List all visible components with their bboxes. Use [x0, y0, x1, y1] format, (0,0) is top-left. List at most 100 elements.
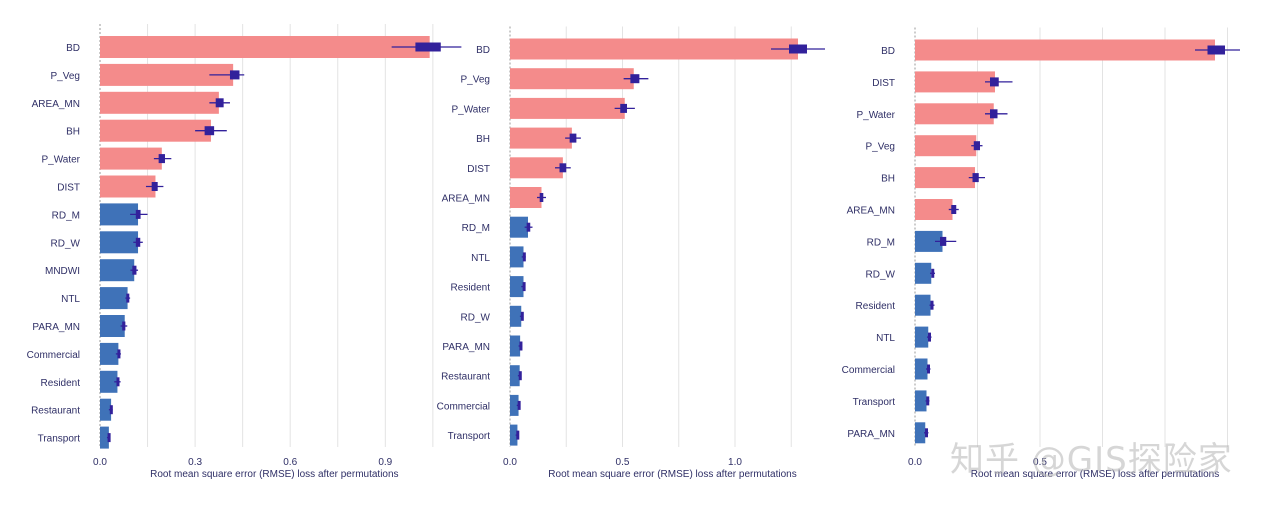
x-tick-label: 0.5 [1033, 457, 1047, 468]
error-box [518, 371, 522, 381]
x-axis-title: Root mean square error (RMSE) loss after… [548, 469, 796, 480]
bar-commercial [915, 358, 928, 380]
category-label: Restaurant [31, 406, 80, 417]
bar-bd [915, 39, 1215, 61]
error-box [539, 193, 544, 202]
error-box [522, 252, 526, 262]
category-label: Commercial [27, 350, 80, 361]
error-box [151, 182, 158, 191]
error-box [569, 133, 577, 143]
category-label: BD [66, 43, 80, 54]
category-label: PARA_MN [32, 322, 80, 333]
category-label: AREA_MN [847, 206, 895, 217]
error-box [135, 209, 141, 219]
error-box [526, 222, 531, 232]
category-label: P_Veg [51, 71, 80, 82]
bar-restaurant [100, 398, 112, 421]
bar-dist [915, 71, 995, 93]
error-box [930, 300, 934, 310]
category-label: NTL [471, 253, 490, 264]
bar-rd-m [510, 216, 528, 238]
category-label: Commercial [437, 401, 490, 412]
bar-ntl [100, 287, 128, 310]
x-tick-label: 1.0 [728, 457, 742, 468]
category-label: P_Veg [866, 142, 895, 153]
category-label: Transport [853, 397, 896, 408]
category-label: Commercial [842, 365, 895, 376]
category-label: RD_M [462, 223, 490, 234]
chart-panel-3: BD DIST P_Water P_Veg BH AREA_MN RD_M RD_W Resid… [842, 27, 1240, 480]
error-box [229, 70, 240, 80]
category-label: Resident [856, 301, 896, 312]
x-tick-label: 0.0 [93, 457, 107, 468]
error-box [925, 428, 928, 438]
bar-commercial [100, 342, 119, 365]
error-box [951, 205, 957, 214]
error-box [931, 268, 935, 278]
bar-rd-w [915, 262, 932, 284]
x-tick-label: 0.0 [908, 457, 922, 468]
bar-p-water [915, 103, 994, 125]
error-box [117, 349, 121, 359]
category-label: BD [476, 45, 490, 56]
bar-p-water [100, 147, 162, 170]
bar-ntl [915, 326, 929, 348]
bar-rd-m [100, 203, 139, 226]
error-box [928, 332, 931, 342]
bar-mndwi [100, 259, 135, 282]
bar-ntl [510, 246, 524, 268]
error-box [927, 364, 930, 374]
bar-p-veg [915, 135, 977, 157]
category-label: RD_M [867, 237, 895, 248]
category-label: RD_W [51, 238, 81, 249]
category-label: AREA_MN [32, 99, 80, 110]
category-label: MNDWI [45, 266, 80, 277]
error-box [520, 311, 524, 321]
bar-commercial [510, 394, 519, 416]
bar-p-water [510, 97, 625, 119]
bar-dist [100, 175, 156, 198]
category-label: Resident [451, 283, 491, 294]
chart-panel-2: BD P_Veg P_Water BH DIST AREA_MN RD_M NTL Reside… [437, 26, 825, 480]
x-axis-title: Root mean square error (RMSE) loss after… [150, 469, 398, 480]
error-box [415, 42, 441, 52]
error-box [204, 126, 215, 136]
bar-para-mn [510, 335, 521, 357]
error-box [215, 98, 224, 108]
error-box [517, 400, 521, 410]
error-box [990, 109, 998, 119]
error-box [973, 141, 980, 151]
error-box [158, 154, 165, 164]
bar-rd-w [100, 231, 139, 254]
category-label: RD_M [52, 210, 80, 221]
error-box [620, 103, 627, 113]
category-label: RD_W [866, 269, 896, 280]
bar-bd [510, 38, 798, 60]
bar-area-mn [915, 199, 953, 220]
error-box [516, 430, 520, 440]
bar-bh [510, 127, 572, 149]
category-label: BH [881, 174, 895, 185]
category-label: P_Water [451, 104, 490, 115]
watermark-text: 知乎 @GIS探险家 [950, 440, 1233, 480]
x-tick-label: 0.5 [616, 457, 630, 468]
bar-area-mn [100, 91, 219, 114]
category-label: BD [881, 46, 895, 57]
error-box [135, 237, 141, 247]
bar-para-mn [100, 315, 125, 337]
error-box [559, 163, 567, 173]
error-box [789, 44, 807, 54]
category-label: DIST [872, 78, 895, 89]
bar-rd-w [510, 305, 522, 327]
category-label: DIST [467, 164, 490, 175]
bar-transport [510, 424, 518, 446]
category-label: RD_W [461, 312, 491, 323]
error-box [519, 341, 523, 351]
category-label: PARA_MN [442, 342, 490, 353]
bar-resident [510, 276, 524, 298]
bar-p-veg [510, 68, 634, 90]
bar-para-mn [915, 422, 926, 444]
bar-bh [100, 119, 211, 142]
error-box [116, 377, 120, 387]
error-box [940, 236, 947, 246]
